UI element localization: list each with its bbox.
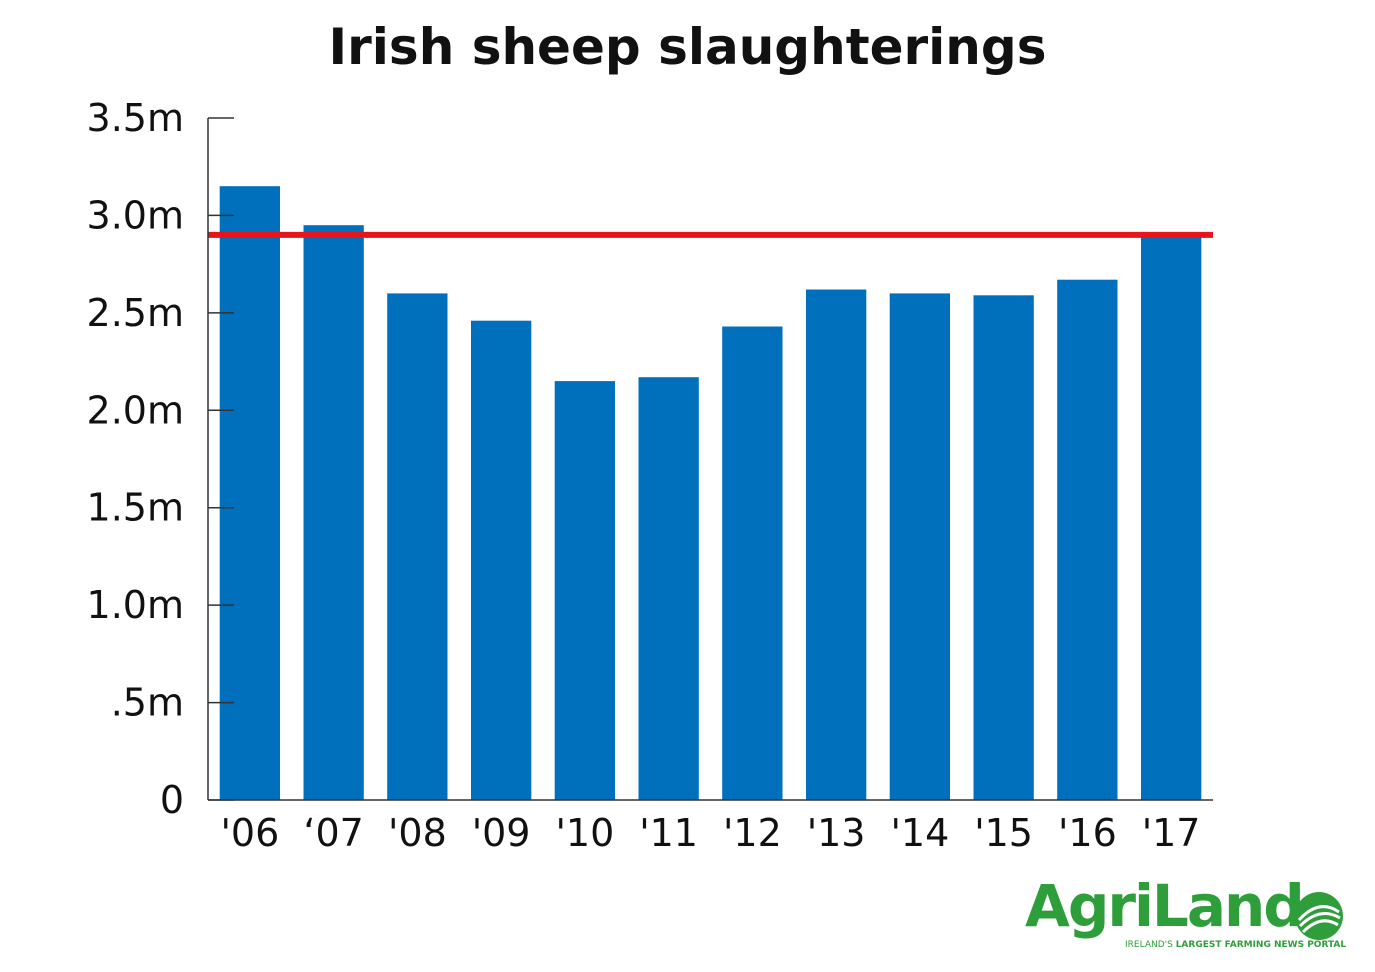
bar-3 <box>471 320 532 800</box>
bar-9 <box>973 295 1034 800</box>
logo-tagline-part1: IRELAND'S <box>1125 940 1176 950</box>
x-tick-label-9: '15 <box>974 811 1033 855</box>
x-tick-label-6: '12 <box>723 811 782 855</box>
chart-title: Irish sheep slaughterings <box>328 18 1047 76</box>
x-tick-label-5: '11 <box>639 811 698 855</box>
x-tick-label-1: ‘07 <box>303 811 363 855</box>
x-tick-label-2: '08 <box>388 811 447 855</box>
y-tick-label-2: 1.0m <box>87 583 184 627</box>
bar-2 <box>387 293 448 800</box>
y-tick-label-6: 3.0m <box>87 193 184 237</box>
bar-5 <box>638 377 699 800</box>
x-ticks-group: '06 ‘07 '08 '09 '10 '11 '12 '13 '14 '15 '16 '17 <box>220 811 1200 855</box>
bar-10 <box>1057 279 1118 800</box>
leaf-icon <box>1295 892 1343 940</box>
logo-word-land: Land <box>1151 872 1305 940</box>
y-tick-label-0: 0 <box>160 778 184 822</box>
bar-11 <box>1141 233 1202 800</box>
x-tick-label-0: '06 <box>220 811 279 855</box>
bar-0 <box>219 186 280 800</box>
y-ticks-group: 0 .5m 1.0m 1.5m 2.0m 2.5m 3.0m 3.5m <box>87 96 234 822</box>
x-tick-label-7: '13 <box>807 811 866 855</box>
x-tick-label-3: '09 <box>472 811 531 855</box>
y-tick-label-5: 2.5m <box>87 291 184 335</box>
bar-8 <box>889 293 950 800</box>
agriland-logo: AgriLand IRELAND'S LARGEST FARMING NEWS … <box>1025 872 1346 960</box>
logo-tagline: IRELAND'S LARGEST FARMING NEWS PORTAL <box>1125 940 1346 950</box>
axes-group <box>207 118 1213 801</box>
logo-tagline-part2: LARGEST FARMING NEWS PORTAL <box>1175 940 1347 950</box>
bar-7 <box>806 289 867 800</box>
bar-1 <box>303 225 364 800</box>
y-tick-label-3: 1.5m <box>87 486 184 530</box>
y-tick-label-4: 2.0m <box>87 388 184 432</box>
x-tick-label-4: '10 <box>555 811 614 855</box>
bar-6 <box>722 326 783 800</box>
bar-4 <box>554 381 615 800</box>
x-tick-label-11: '17 <box>1142 811 1201 855</box>
logo-wordmark: AgriLand <box>1025 872 1305 940</box>
y-tick-label-1: .5m <box>111 681 184 725</box>
bars-group <box>219 186 1202 800</box>
y-tick-label-7: 3.5m <box>87 96 184 140</box>
x-tick-label-10: '16 <box>1058 811 1117 855</box>
x-tick-label-8: '14 <box>890 811 949 855</box>
logo-word-agri: Agri <box>1025 872 1154 940</box>
